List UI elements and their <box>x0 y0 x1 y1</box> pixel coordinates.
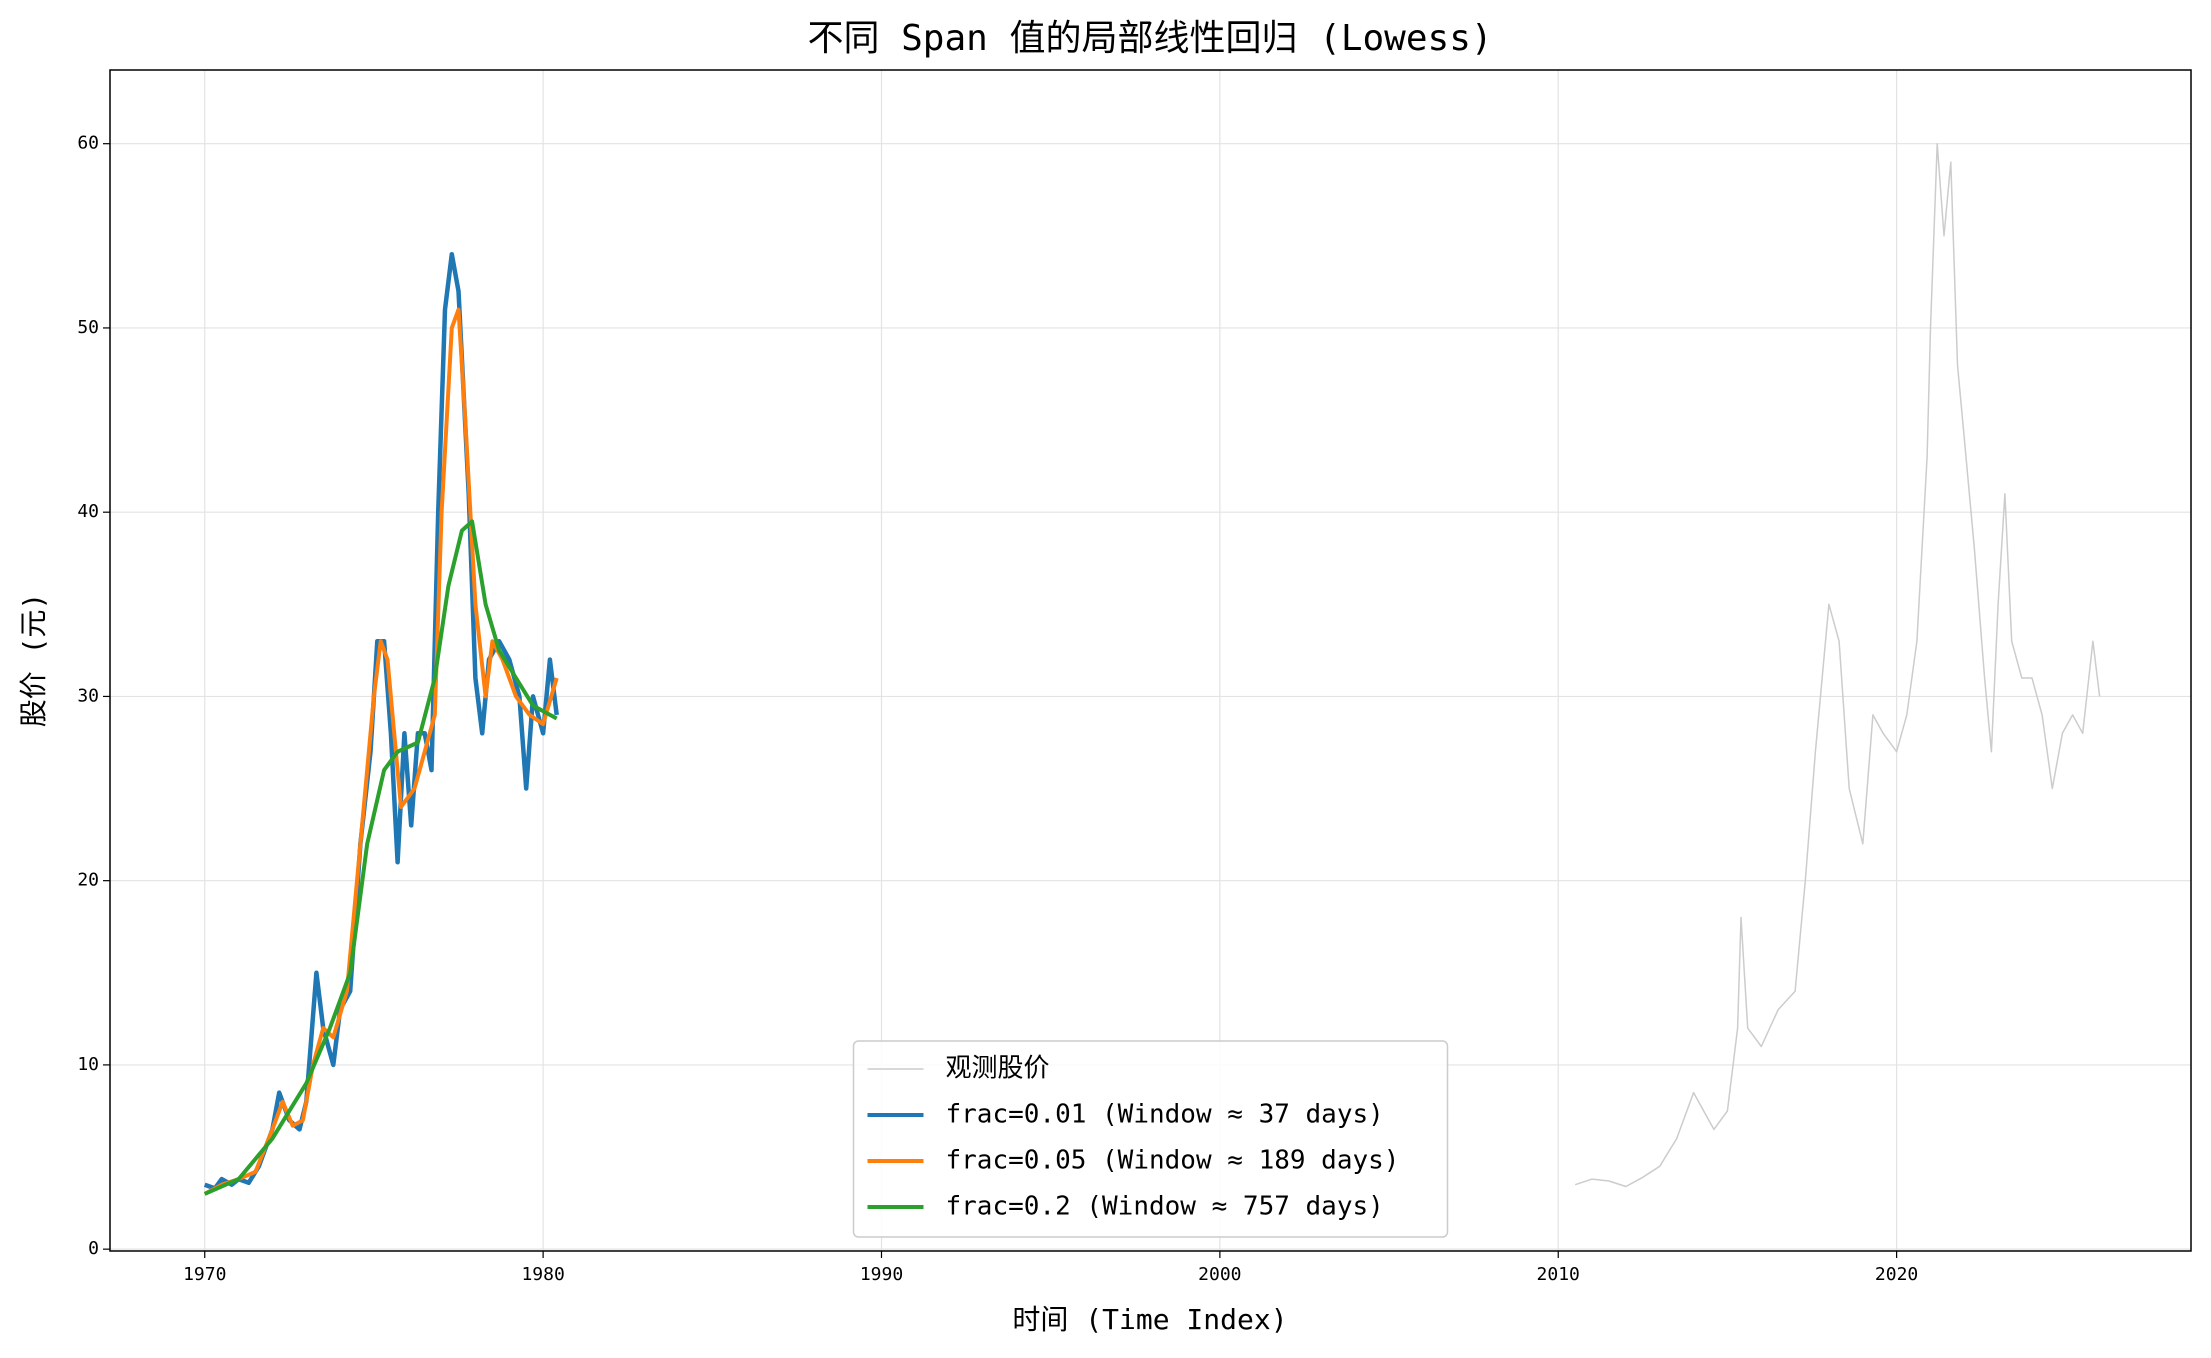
y-tick-label: 60 <box>77 133 99 154</box>
y-tick-label: 30 <box>77 685 99 706</box>
legend-label: frac=0.2 (Window ≈ 757 days) <box>946 1192 1384 1222</box>
series-line <box>203 519 558 1196</box>
y-tick-label: 10 <box>77 1054 99 1075</box>
x-tick-label: 2020 <box>1875 1264 1918 1285</box>
chart-title: 不同 Span 值的局部线性回归 (Lowess) <box>807 18 1492 59</box>
y-tick-label: 0 <box>88 1238 99 1259</box>
x-tick-label: 2000 <box>1198 1264 1241 1285</box>
legend-label: 观测股价 <box>946 1054 1050 1084</box>
series-line <box>203 307 559 1196</box>
x-tick-label: 2010 <box>1537 1264 1580 1285</box>
x-tick-label: 1990 <box>860 1264 903 1285</box>
series-line <box>1574 142 2101 1188</box>
legend-label: frac=0.05 (Window ≈ 189 days) <box>946 1146 1400 1176</box>
x-tick-label: 1980 <box>521 1264 564 1285</box>
legend-box <box>852 1040 1449 1238</box>
y-tick-label: 50 <box>77 317 99 338</box>
legend: 观测股价 frac=0.01 (Window ≈ 37 days) frac=0.0… <box>852 1040 1449 1238</box>
x-axis-label: 时间 (Time Index) <box>1012 1303 1287 1336</box>
y-axis-label: 股价 (元) <box>17 593 50 728</box>
plot-frame <box>109 69 2192 1252</box>
legend-label: frac=0.01 (Window ≈ 37 days) <box>946 1100 1384 1130</box>
series-line <box>203 251 559 1191</box>
y-tick-label: 40 <box>77 501 99 522</box>
x-tick-label: 1970 <box>183 1264 226 1285</box>
y-tick-label: 20 <box>77 870 99 891</box>
